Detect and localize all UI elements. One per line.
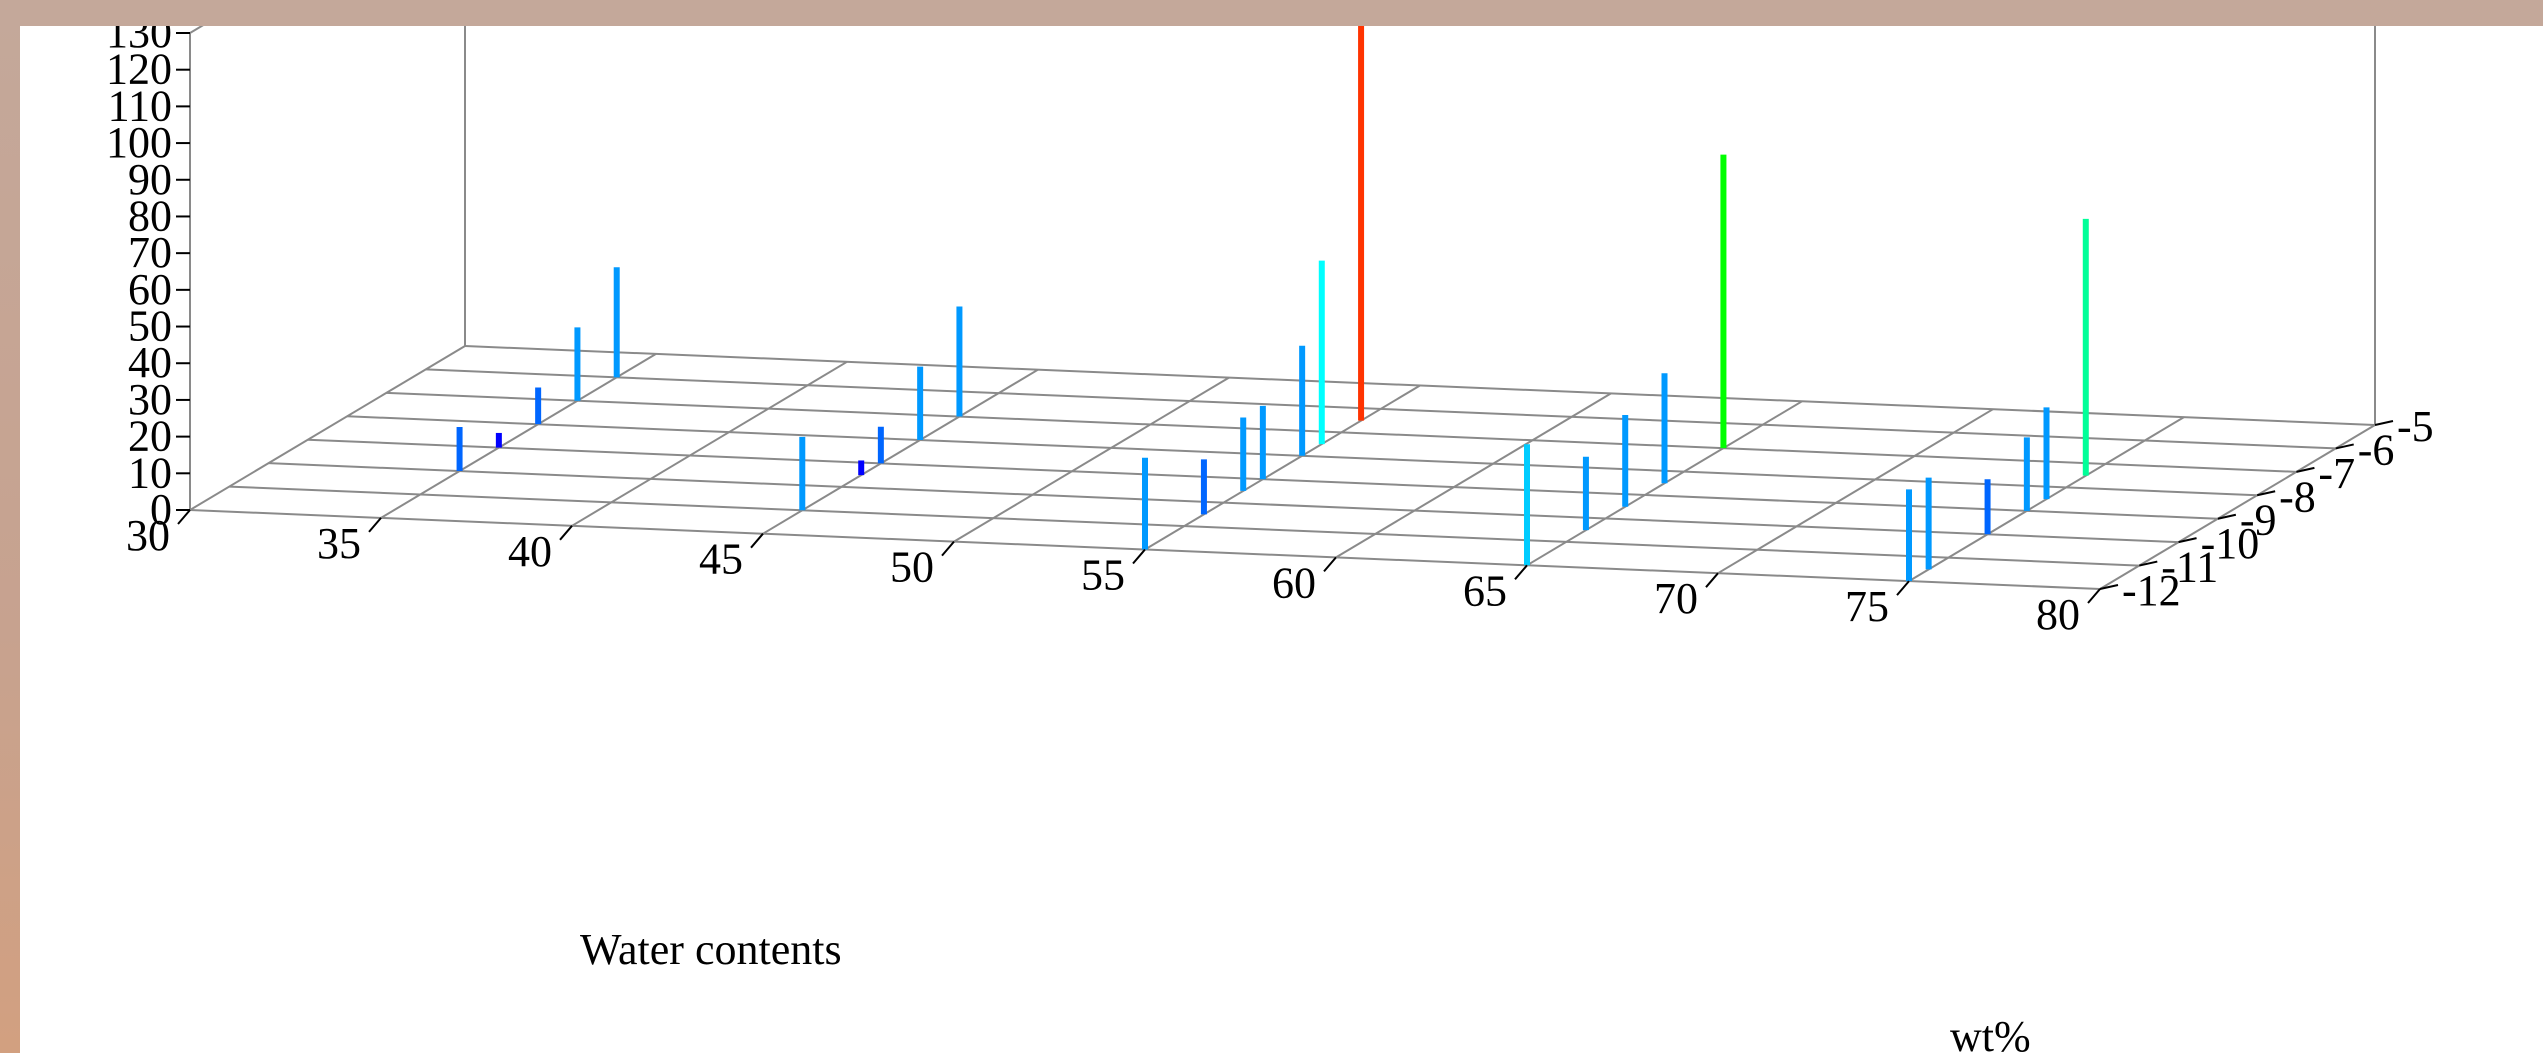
x-tick-label: 60	[1272, 558, 1316, 607]
y-tick-label: -8	[2279, 472, 2316, 521]
x-tick	[1323, 556, 1337, 573]
x-tick-label: 80	[2036, 590, 2080, 639]
y-tick-label: -6	[2358, 425, 2395, 474]
plot-panel: 0 10 20 30 40 50 60 70 80 90 100 110 120 130 30 35 40 45 5…	[20, 26, 2543, 1053]
z-tick-label: 80	[128, 191, 172, 240]
z-tick-label: 50	[128, 302, 172, 351]
y-tick	[2296, 466, 2315, 473]
z-tick-label: 110	[108, 81, 172, 130]
z-tick-label: 90	[128, 155, 172, 204]
z-tick-label: 60	[128, 265, 172, 314]
grid-line-y	[268, 462, 2179, 544]
z-tick-label: 20	[128, 412, 172, 461]
grid-line-x	[2099, 424, 2376, 590]
y-tick	[2099, 584, 2119, 590]
y-tick-label: -9	[2240, 496, 2277, 545]
x-tick-label: 40	[508, 527, 552, 576]
y-tick	[2139, 560, 2158, 567]
y-tick-label: -10	[2201, 519, 2260, 568]
y-axis-title: wt%	[1950, 1012, 2031, 1053]
z-tick-label: 100	[106, 118, 172, 167]
grid-line-x	[189, 345, 466, 511]
x-tick	[1705, 572, 1719, 588]
y-tick-label: -12	[2122, 566, 2181, 615]
x-tick	[177, 509, 191, 525]
x-tick	[368, 517, 382, 533]
grid-line-x	[380, 353, 657, 519]
y-tick	[2217, 513, 2237, 520]
axes-box	[189, 26, 2376, 510]
x-tick-label: 35	[317, 519, 361, 568]
x-axis-title: Water contents	[580, 925, 842, 974]
x-tick-label: 65	[1463, 566, 1507, 615]
z-tick-label: 40	[128, 338, 172, 387]
grid-line-x	[1717, 408, 1994, 575]
x-tick	[1896, 580, 1910, 596]
z-tick-label: 70	[128, 228, 172, 277]
grid-line-y	[425, 368, 2336, 450]
z-tick-label: 30	[128, 375, 172, 424]
top-left-edge	[189, 26, 204, 34]
grid-line-x	[571, 360, 848, 527]
grid-line-x	[953, 376, 1230, 543]
grid-line-y	[229, 485, 2140, 567]
y-tick-label: -7	[2318, 449, 2355, 498]
x-tick-label: 75	[1845, 582, 1889, 631]
y-tick	[2335, 443, 2354, 450]
grid-line-y	[386, 391, 2297, 473]
x-tick	[2087, 588, 2101, 604]
x-tick-label: 30	[126, 511, 170, 560]
x-tick	[1514, 564, 1528, 580]
z-tick-label: 130	[106, 26, 172, 57]
x-tick-label: 70	[1654, 574, 1698, 623]
x-tick	[559, 525, 573, 541]
x-tick-label: 50	[890, 543, 934, 592]
grid-line-x	[1144, 384, 1421, 551]
x-tick	[941, 540, 955, 557]
grid-line-y	[464, 345, 2376, 426]
y-tick	[2256, 490, 2276, 497]
x-tick-label: 55	[1081, 551, 1125, 600]
y-tick	[2178, 537, 2197, 544]
x-tick	[1132, 548, 1146, 565]
grid-line-x	[762, 368, 1039, 535]
y-tick-label: -5	[2397, 402, 2434, 451]
data-bars	[456, 26, 2089, 582]
z-tick-label: 0	[150, 485, 172, 534]
y-tick	[2374, 420, 2394, 426]
grid-line-x	[1335, 392, 1612, 559]
x-tick	[750, 533, 764, 549]
z-tick-label: 10	[128, 448, 172, 497]
x-tick-label: 45	[699, 535, 743, 584]
y-tick-label: -11	[2161, 543, 2218, 592]
z-tick-label: 120	[106, 45, 172, 94]
